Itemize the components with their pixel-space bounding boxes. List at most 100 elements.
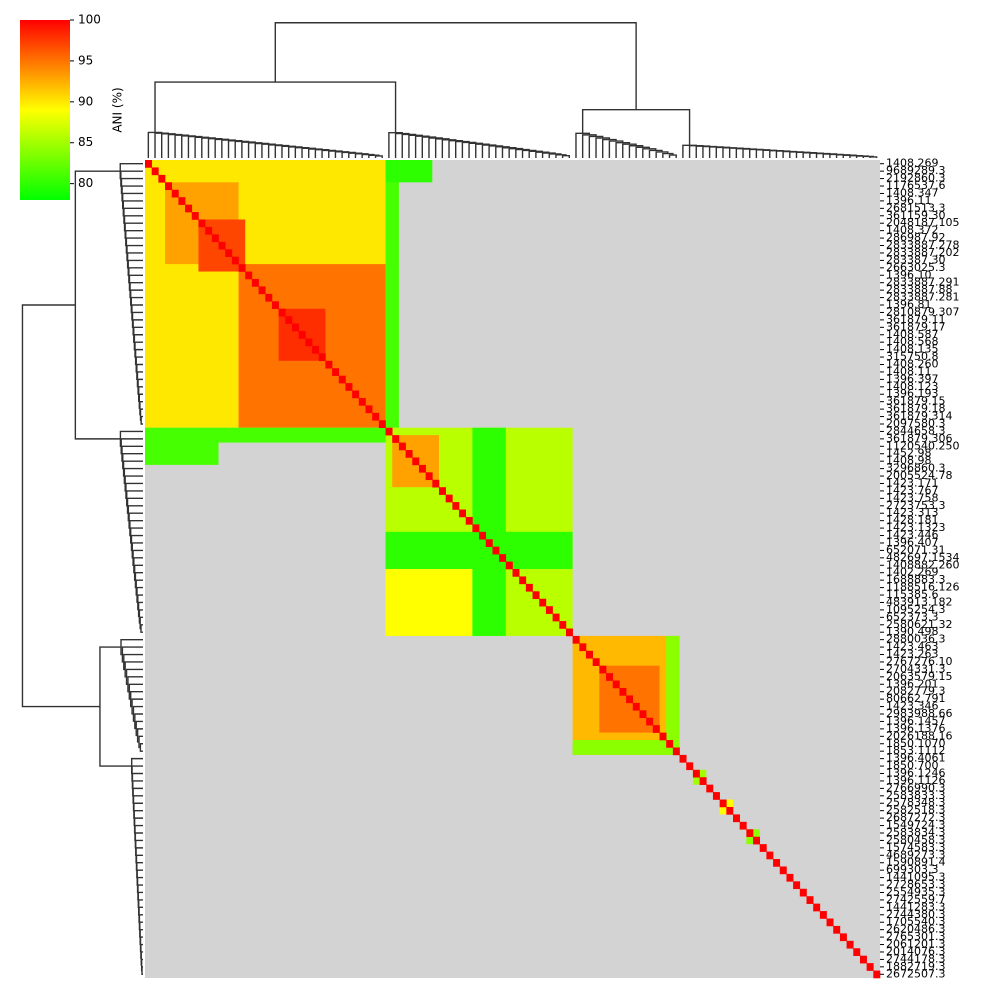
- row-label: 2723753.3: [886, 499, 946, 512]
- row-label: 2192860.3: [886, 172, 946, 185]
- heatmap-diagonal-cell: [532, 591, 540, 600]
- colorbar-tick-label: 100: [78, 13, 101, 27]
- heatmap-diagonal-cell: [285, 316, 293, 324]
- dendrogram-link: [138, 735, 143, 749]
- dendrogram-link: [127, 676, 143, 693]
- row-label: 1188516.126: [886, 581, 959, 594]
- heatmap-diagonal-cell: [806, 896, 814, 904]
- heatmap-diagonal-cell: [325, 360, 333, 369]
- heatmap-diagonal-cell: [271, 301, 279, 310]
- dendrogram-link: [421, 136, 437, 158]
- row-label: 2744380.3: [886, 908, 946, 921]
- dendrogram-link: [122, 453, 143, 470]
- row-label: 2833887.278: [886, 239, 959, 252]
- dendrogram-link: [414, 135, 430, 158]
- heatmap-diagonal-cell: [612, 680, 620, 689]
- dendrogram-link: [136, 586, 143, 603]
- dendrogram-link: [374, 155, 383, 158]
- heatmap-diagonal-cell: [586, 650, 593, 659]
- row-label: 1176537.6: [886, 179, 946, 192]
- dendrogram-link: [125, 668, 143, 685]
- dendrogram-link: [515, 148, 530, 158]
- dendrogram-link: [119, 430, 143, 447]
- row-label: 2097580.3: [886, 417, 946, 430]
- heatmap-diagonal-cell: [552, 613, 560, 622]
- row-label: 1882719.3: [886, 960, 946, 973]
- row-label: 2681513.3: [886, 201, 946, 214]
- heatmap-diagonal-cell: [545, 606, 553, 614]
- row-label: 2582518.3: [886, 804, 946, 817]
- heatmap-diagonal-cell: [492, 546, 500, 555]
- heatmap-diagonal-cell: [385, 427, 393, 436]
- row-label: 1441095.3: [886, 871, 946, 884]
- colorbar-tick-label: 95: [78, 53, 93, 67]
- row-label: 1423.263: [886, 648, 939, 661]
- row-label: 1850.700: [886, 759, 939, 772]
- row-label: 1396.201: [886, 677, 939, 690]
- heatmap-diagonal-cell: [265, 293, 273, 302]
- row-label: 2048187.105: [886, 216, 959, 229]
- row-label: 1423.758: [886, 491, 939, 504]
- row-label: 361159.30: [886, 209, 946, 222]
- heatmap-diagonal-cell: [559, 621, 567, 629]
- heatmap-block: [385, 531, 573, 569]
- row-label: 1423.1323: [886, 521, 946, 534]
- row-label: 2704331.3: [886, 662, 946, 675]
- heatmap-diagonal-cell: [365, 405, 373, 414]
- heatmap-diagonal-cell: [445, 494, 453, 503]
- heatmap-diagonal-cell: [485, 539, 493, 547]
- heatmap-diagonal-cell: [866, 963, 874, 971]
- heatmap-diagonal-cell: [632, 702, 640, 711]
- row-label: 2766990.3: [886, 781, 946, 794]
- heatmap-diagonal-cell: [372, 412, 380, 421]
- row-label: 1396.1457: [886, 714, 946, 727]
- row-label: 1408.347: [886, 186, 939, 199]
- heatmap-block: [572, 740, 680, 755]
- heatmap-block: [145, 435, 219, 465]
- heatmap-diagonal-cell: [178, 197, 186, 205]
- heatmap-diagonal-cell: [786, 873, 794, 882]
- heatmap-diagonal-cell: [145, 160, 152, 168]
- heatmap-diagonal-cell: [519, 576, 527, 585]
- heatmap-diagonal-cell: [779, 866, 787, 875]
- heatmap-diagonal-cell: [258, 286, 266, 295]
- row-label: 2687272.3: [886, 811, 946, 824]
- heatmap-diagonal-cell: [599, 665, 607, 674]
- heatmap-diagonal-cell: [439, 487, 446, 495]
- dendrogram-link: [21, 304, 100, 708]
- row-label: 2833887.202: [886, 246, 959, 259]
- heatmap-diagonal-cell: [205, 226, 213, 235]
- dendrogram-link: [139, 743, 143, 752]
- dendrogram-link: [136, 728, 143, 743]
- heatmap-diagonal-cell: [712, 792, 720, 800]
- dendrogram-link: [615, 141, 631, 158]
- row-label: 2833887.281: [886, 291, 959, 304]
- heatmap-diagonal-cell: [231, 256, 239, 265]
- dendrogram-link: [628, 145, 644, 158]
- row-label: 1423.446: [886, 529, 939, 542]
- heatmap-diagonal-cell: [733, 814, 740, 823]
- heatmap-diagonal-cell: [298, 331, 306, 339]
- heatmap-diagonal-cell: [525, 583, 533, 592]
- row-label: 1423.346: [886, 700, 939, 713]
- dendrogram-link: [139, 616, 143, 630]
- dendrogram-link: [122, 460, 143, 477]
- row-label: 2026188.16: [886, 729, 952, 742]
- row-label: 652071.31: [886, 543, 946, 556]
- heatmap-diagonal-cell: [773, 859, 781, 867]
- row-label: 483913.182: [886, 595, 952, 608]
- dendrogram-link: [140, 624, 143, 633]
- heatmap-diagonal-cell: [472, 524, 480, 533]
- heatmap-diagonal-cell: [405, 450, 413, 458]
- heatmap-diagonal-cell: [699, 777, 707, 785]
- dendrogram-link: [74, 170, 121, 440]
- heatmap-diagonal-cell: [692, 769, 700, 778]
- heatmap-diagonal-cell: [539, 598, 547, 607]
- row-label: 1408.568: [886, 335, 939, 348]
- row-label: 361879.17: [886, 320, 946, 333]
- heatmap-diagonal-cell: [706, 784, 714, 793]
- heatmap-diagonal-cell: [606, 673, 614, 681]
- row-label: 1396.1376: [886, 722, 946, 735]
- row-label: 699303.3: [886, 863, 939, 876]
- row-label: 2620486.3: [886, 923, 946, 936]
